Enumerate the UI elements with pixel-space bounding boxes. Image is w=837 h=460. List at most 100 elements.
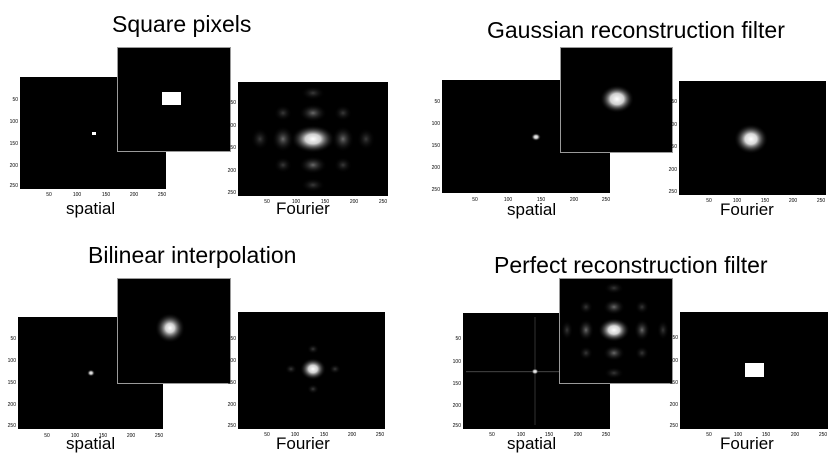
x-tick: 50 [706,432,712,438]
x-tick: 250 [602,432,611,438]
x-tick: 150 [320,432,329,438]
x-tick: 200 [130,192,139,198]
fourier-main-lobe [300,358,326,380]
y-tick: 250 [228,190,237,196]
y-tick: 200 [670,402,679,408]
y-tick: 200 [669,167,678,173]
fourier-side-lobe [301,178,325,192]
kernel-side-lobe [604,367,624,379]
kernel-side-lobe [603,345,625,361]
y-tick: 100 [8,358,17,364]
fourier-caption: Fourier [720,434,774,453]
y-tick: 150 [669,144,678,150]
fourier-side-lobe [307,344,319,354]
kernel-box [162,92,181,105]
y-tick: 100 [669,122,678,128]
fourier-main-lobe [291,125,335,153]
fourier-side-lobe [334,105,352,121]
y-tick: 100 [453,359,462,365]
x-tick: 250 [376,432,385,438]
y-tick: 250 [432,187,441,193]
x-tick: 50 [44,433,50,439]
x-tick: 100 [73,192,82,198]
filter-kernel-plot [560,47,673,153]
y-tick: 200 [228,402,237,408]
y-tick: 50 [12,97,18,103]
kernel-side-lobe [579,346,593,360]
fourier-plot: 50 100 150 200 250 50 100 150 200 250 [670,312,828,438]
x-tick: 250 [817,198,826,204]
y-tick: 50 [10,336,16,342]
x-tick: 150 [761,198,770,204]
fourier-side-lobe [272,126,294,152]
x-tick: 150 [545,432,554,438]
x-tick: 200 [348,432,357,438]
fourier-side-lobe [301,86,325,100]
x-tick: 250 [158,192,167,198]
spatial-caption: spatial [66,434,116,453]
filter-kernel-plot [559,278,673,384]
x-tick: 250 [819,432,828,438]
x-tick: 50 [706,198,712,204]
x-tick: 200 [570,197,579,203]
y-tick: 150 [228,145,237,151]
fourier-caption: Fourier [720,200,774,219]
x-tick: 100 [733,198,742,204]
fourier-caption: Fourier [276,434,330,453]
y-tick: 150 [228,380,237,386]
y-tick: 250 [670,423,679,429]
y-tick: 50 [230,100,236,106]
y-tick: 250 [8,423,17,429]
x-tick: 150 [537,197,546,203]
y-tick: 200 [432,165,441,171]
fourier-side-lobe [299,104,327,122]
kernel-blob [155,313,185,343]
fourier-side-lobe [251,128,269,150]
y-tick: 150 [432,143,441,149]
x-tick: 200 [789,198,798,204]
fourier-plot: 50 100 150 200 250 50 100 150 200 250 [228,312,385,438]
y-tick: 50 [230,336,236,342]
fourier-side-lobe [357,128,375,150]
x-tick: 100 [291,432,300,438]
kernel-main-lobe [598,318,630,342]
kernel-side-lobe [604,282,624,294]
y-tick: 250 [453,423,462,429]
kernel-side-lobe [634,319,650,341]
x-tick: 150 [102,192,111,198]
fourier-side-lobe [307,384,319,394]
x-tick: 150 [99,433,108,439]
y-tick: 100 [228,358,237,364]
y-tick: 200 [453,403,462,409]
x-tick: 100 [504,197,513,203]
y-tick: 200 [10,163,19,169]
fourier-side-lobe [334,157,352,173]
kernel-side-lobe [635,300,649,314]
kernel-side-lobe [603,299,625,315]
y-tick: 50 [671,99,677,105]
fourier-blob [734,124,768,154]
fourier-side-lobe [285,364,297,374]
x-tick: 50 [264,432,270,438]
y-tick: 250 [228,423,237,429]
panel-title: Perfect reconstruction filter [494,252,768,278]
y-tick: 100 [432,121,441,127]
x-tick: 200 [350,199,359,205]
x-tick: 100 [517,432,526,438]
spatial-spot [87,369,95,377]
y-tick: 250 [10,183,19,189]
filter-kernel-plot [117,47,231,152]
x-tick: 100 [71,433,80,439]
y-tick: 150 [453,381,462,387]
y-tick: 150 [8,380,17,386]
kernel-side-lobe [578,319,594,341]
spatial-spot [531,133,541,141]
x-tick: 50 [46,192,52,198]
x-tick: 50 [472,197,478,203]
spatial-caption: spatial [507,434,557,453]
fourier-plot: 50 100 150 200 250 50 100 150 200 250 [669,81,826,204]
kernel-side-lobe [635,346,649,360]
x-tick: 250 [602,197,611,203]
y-tick: 100 [228,123,237,129]
y-tick: 50 [672,335,678,341]
